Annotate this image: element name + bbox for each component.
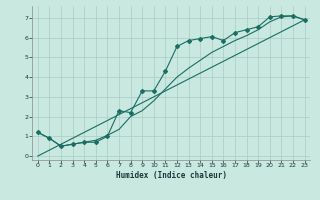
X-axis label: Humidex (Indice chaleur): Humidex (Indice chaleur) — [116, 171, 227, 180]
